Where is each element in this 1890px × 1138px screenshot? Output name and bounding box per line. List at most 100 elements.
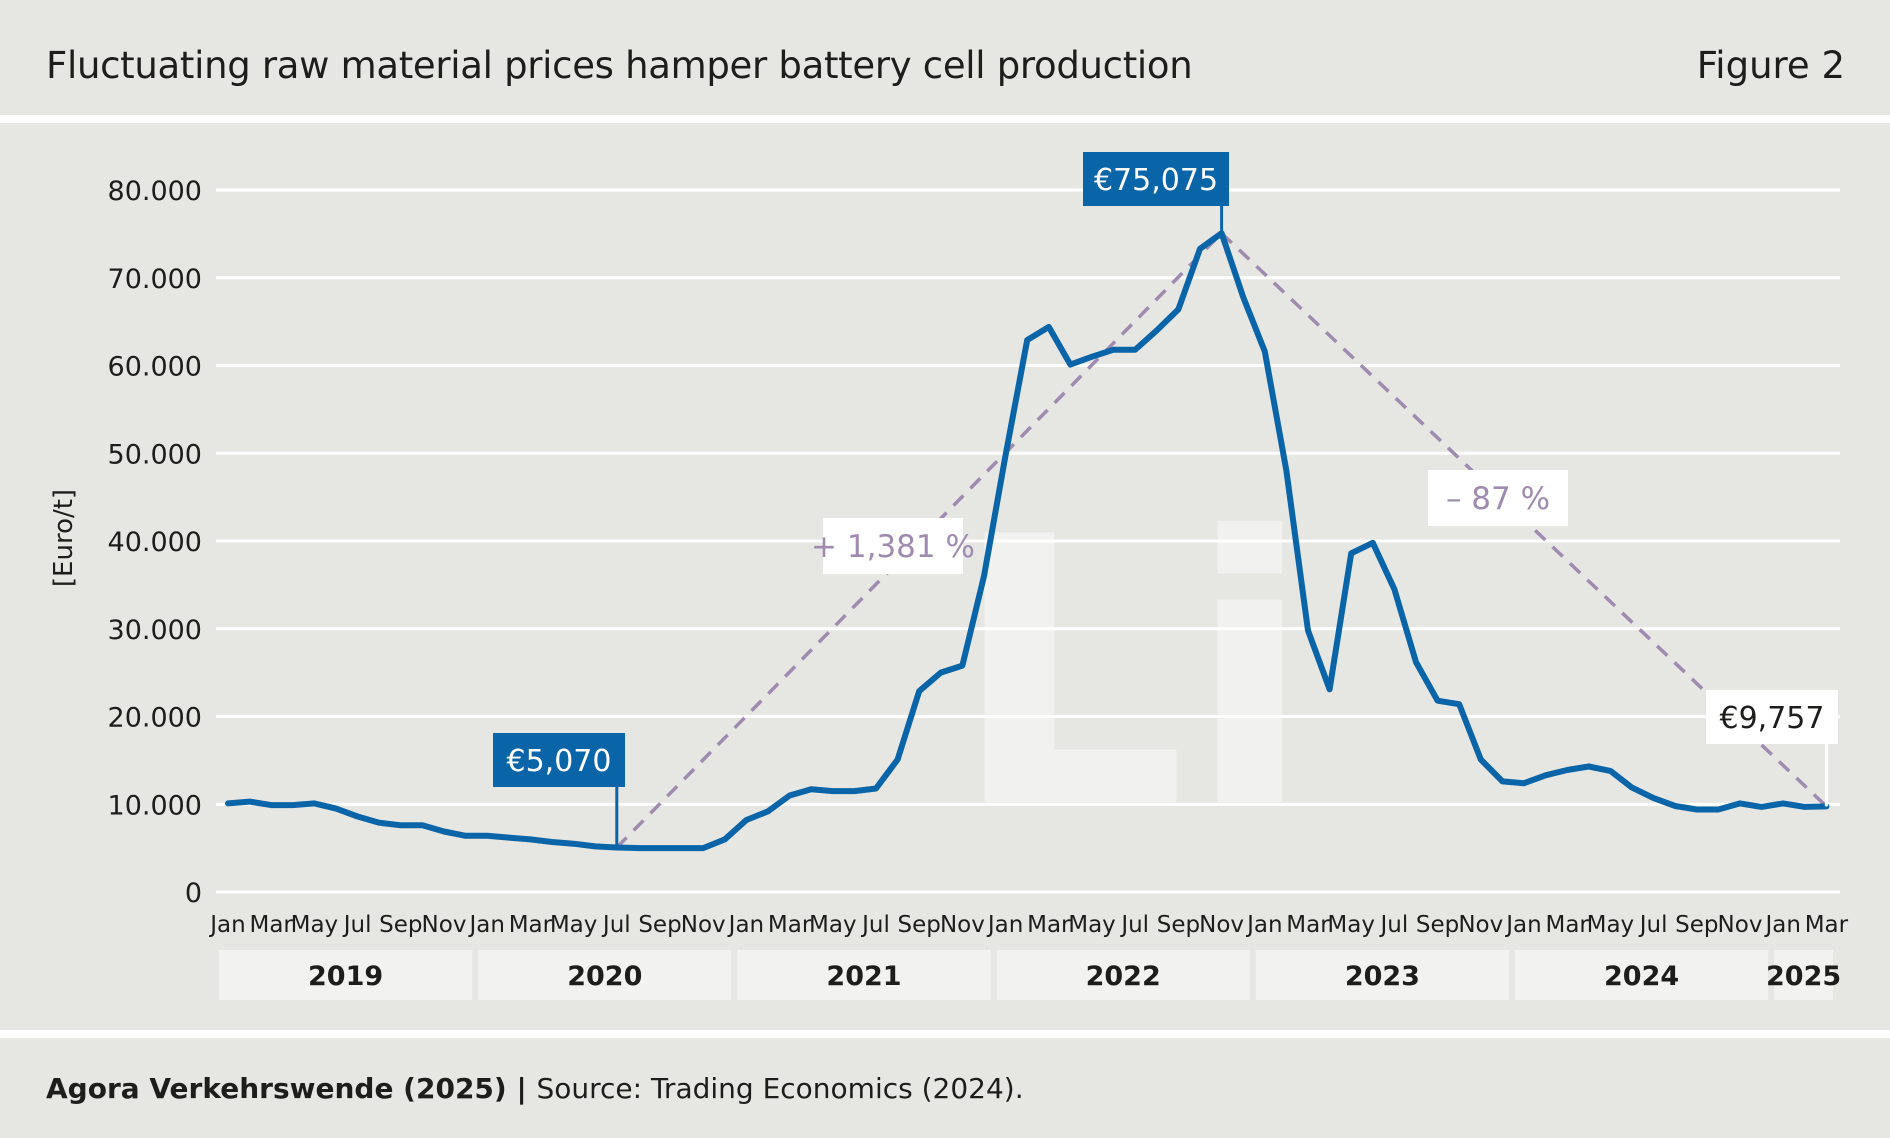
footer: Agora Verkehrswende (2025) | Source: Tra… xyxy=(46,1072,1024,1105)
annotation-box xyxy=(493,733,625,787)
data-point xyxy=(550,840,554,844)
x-tick-label: Jul xyxy=(601,912,631,938)
data-point xyxy=(1738,801,1742,805)
x-tick-label: Jan xyxy=(1504,912,1541,938)
data-point xyxy=(356,815,360,818)
data-point xyxy=(1133,348,1137,352)
x-tick-label: Sep xyxy=(1157,912,1200,938)
watermark: Li xyxy=(951,460,1314,890)
data-point xyxy=(831,789,835,793)
data-point xyxy=(680,846,684,850)
year-label: 2019 xyxy=(308,961,383,992)
data-point xyxy=(1090,355,1094,359)
data-point xyxy=(1349,551,1353,555)
x-tick-label: Mar xyxy=(768,912,812,938)
data-point xyxy=(226,801,230,805)
data-point xyxy=(939,671,943,675)
data-point xyxy=(1025,338,1029,342)
data-point xyxy=(1457,702,1461,706)
data-point xyxy=(377,821,381,825)
footer-source: Source: Trading Economics (2024). xyxy=(536,1072,1024,1105)
data-point xyxy=(291,803,295,807)
data-point xyxy=(1479,758,1483,761)
y-axis-label: [Euro/t] xyxy=(49,489,79,587)
year-label: 2024 xyxy=(1604,961,1679,992)
data-point xyxy=(658,846,662,850)
x-tick-label: Sep xyxy=(379,912,422,938)
year-band xyxy=(1255,950,1509,1000)
data-point xyxy=(1198,247,1202,251)
data-point xyxy=(269,803,273,807)
x-tick-label: Jan xyxy=(208,912,245,938)
x-tick-label: Nov xyxy=(1718,912,1763,938)
chart-header: Fluctuating raw material prices hamper b… xyxy=(0,0,1890,116)
annotation: €75,075 xyxy=(1083,152,1229,234)
data-point xyxy=(1068,363,1072,367)
year-label: 2022 xyxy=(1086,961,1161,992)
x-tick-label: Jan xyxy=(467,912,504,938)
data-point xyxy=(1716,808,1720,811)
data-point xyxy=(852,789,856,793)
annotation-box xyxy=(1706,690,1838,744)
x-tick-label: May xyxy=(550,912,598,938)
data-point xyxy=(960,664,964,668)
trend-label-text: + 1,381 % xyxy=(811,529,975,565)
data-point xyxy=(788,794,792,797)
y-tick-label: 20.000 xyxy=(108,703,202,734)
data-point xyxy=(1522,781,1526,785)
x-tick-label: Nov xyxy=(1458,912,1503,938)
x-tick-label: Mar xyxy=(1805,912,1849,938)
data-point xyxy=(1241,295,1245,299)
data-point xyxy=(744,818,748,822)
data-point xyxy=(528,837,532,841)
data-point xyxy=(1263,350,1267,353)
data-point xyxy=(572,842,576,846)
year-band xyxy=(1515,950,1769,1000)
data-point xyxy=(1328,687,1332,691)
value-annotations: €5,070 €75,075 €9,757 xyxy=(493,152,1838,848)
data-point xyxy=(1155,328,1159,332)
y-tick-label: 10.000 xyxy=(108,790,202,821)
trend-label-box xyxy=(823,518,963,574)
data-point xyxy=(723,837,727,841)
data-point xyxy=(1112,348,1116,352)
x-tick-label: May xyxy=(291,912,339,938)
x-tick-label: May xyxy=(809,912,857,938)
data-point xyxy=(982,574,986,578)
data-point xyxy=(1176,307,1180,311)
data-point xyxy=(1760,805,1764,809)
x-tick-label: Mar xyxy=(1286,912,1330,938)
x-tick-label: Jan xyxy=(727,912,764,938)
x-tick-label: May xyxy=(1068,912,1116,938)
data-point xyxy=(1004,453,1008,457)
x-tick-label: Jul xyxy=(1379,912,1409,938)
data-point xyxy=(399,823,403,827)
y-tick-label: 0 xyxy=(185,878,202,909)
x-tick-label: Jan xyxy=(1763,912,1800,938)
trend-lines: + 1,381 % – 87 % xyxy=(615,231,1828,849)
price-series xyxy=(225,230,1830,852)
x-tick-label: Jul xyxy=(1119,912,1149,938)
y-tick-label: 50.000 xyxy=(108,439,202,470)
y-tick-label: 60.000 xyxy=(108,352,202,383)
year-band xyxy=(737,950,991,1000)
data-point xyxy=(636,846,640,850)
x-tick-label: Nov xyxy=(681,912,726,938)
figure-label: Figure 2 xyxy=(1696,44,1845,87)
data-point xyxy=(1047,325,1051,329)
x-tick-label: Jul xyxy=(860,912,890,938)
data-point xyxy=(917,689,921,693)
data-point xyxy=(1587,765,1591,768)
data-point xyxy=(442,830,446,833)
x-tick-label: Jul xyxy=(342,912,372,938)
footer-credit: Agora Verkehrswende (2025) xyxy=(46,1072,507,1105)
data-point xyxy=(485,834,489,838)
x-tick-label: Jan xyxy=(986,912,1023,938)
y-tick-label: 80.000 xyxy=(108,176,202,207)
year-label: 2023 xyxy=(1345,961,1420,992)
data-point xyxy=(1803,805,1807,809)
data-point xyxy=(507,836,511,840)
x-tick-label: Sep xyxy=(898,912,941,938)
x-tick-label: Mar xyxy=(249,912,293,938)
